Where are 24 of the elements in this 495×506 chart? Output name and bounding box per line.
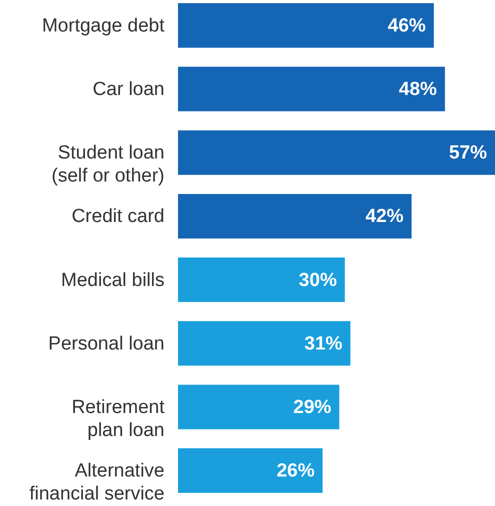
bar <box>178 3 434 48</box>
data-label: 57% <box>448 142 488 164</box>
data-label: 31% <box>304 333 343 354</box>
bar <box>178 194 412 238</box>
y-tick-label: Car loan <box>92 79 164 100</box>
y-tick-label: Medical bills <box>61 270 164 291</box>
bar <box>178 448 323 493</box>
data-label: 48% <box>398 79 438 100</box>
y-tick-label: Credit card <box>72 206 164 228</box>
y-tick-label: Alternative financial service <box>29 460 164 505</box>
data-label: 42% <box>366 206 404 228</box>
y-tick-label: Student loan (self or other) <box>52 142 164 187</box>
bar <box>178 384 340 430</box>
y-tick-label: Mortgage debt <box>42 15 166 36</box>
data-label: 46% <box>388 15 426 36</box>
bar <box>178 258 345 302</box>
data-label: 29% <box>293 396 332 418</box>
data-label: 26% <box>276 460 315 482</box>
y-tick-label: Retirement plan loan <box>72 396 166 441</box>
data-label: 30% <box>298 270 337 291</box>
bar <box>178 321 350 366</box>
bar <box>178 130 495 175</box>
bar <box>178 66 445 112</box>
y-tick-label: Personal loan <box>48 333 164 354</box>
